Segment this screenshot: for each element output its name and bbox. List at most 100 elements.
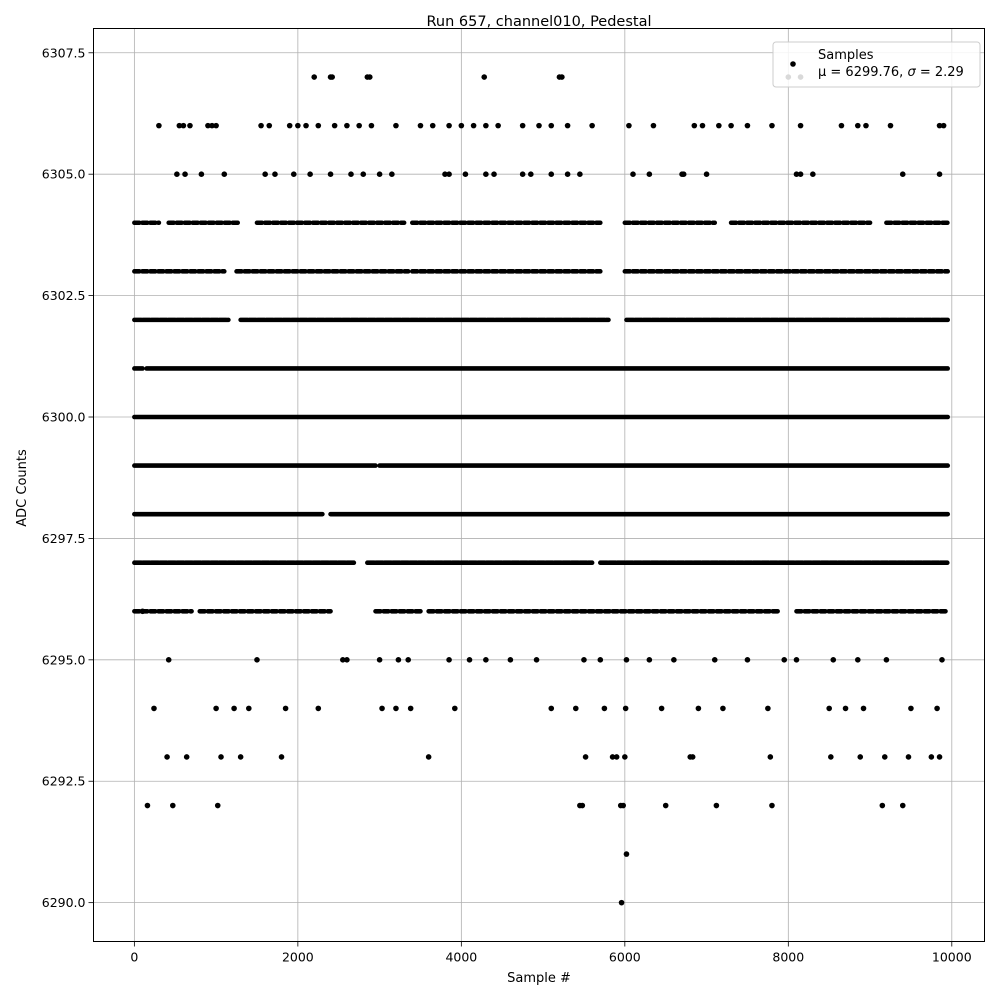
data-point [266, 122, 273, 129]
data-point [713, 802, 720, 809]
data-point [769, 122, 775, 129]
data-point [899, 802, 906, 809]
data-point [646, 657, 653, 663]
data-point [601, 705, 608, 712]
data-point [272, 171, 278, 177]
data-point [860, 705, 867, 712]
data-point [622, 754, 628, 760]
plot-frame [93, 28, 985, 942]
data-point [214, 802, 221, 809]
data-point [744, 657, 751, 663]
data-point [507, 657, 514, 663]
data-point [622, 705, 629, 712]
data-point [908, 705, 914, 712]
data-point [303, 122, 309, 129]
x-tick-label: 6000 [609, 950, 641, 965]
data-point [939, 657, 945, 663]
data-point [879, 802, 886, 809]
data-point [182, 171, 188, 177]
data-point [348, 171, 354, 177]
data-point [340, 657, 346, 663]
data-point [429, 122, 436, 129]
data-point [405, 657, 412, 663]
data-point [548, 705, 555, 712]
data-point [262, 171, 268, 177]
data-point [609, 754, 616, 760]
y-axis-label: ADC Counts [15, 449, 30, 527]
data-point [533, 657, 540, 663]
axis-ticks: 0 2000 4000 6000 8000 10000 6290.0 6292.5 6295.0… [42, 45, 972, 964]
data-point [221, 171, 228, 177]
data-point [620, 802, 626, 809]
data-point [417, 122, 424, 129]
data-point [481, 74, 488, 80]
x-tick-label: 0 [130, 950, 138, 965]
data-point [936, 122, 943, 129]
data-point [164, 754, 170, 760]
data-point [452, 705, 458, 712]
data-point [218, 754, 224, 760]
data-point [899, 171, 906, 177]
data-point [769, 802, 775, 809]
data-point [407, 705, 414, 712]
data-point [626, 122, 632, 129]
legend-marker [790, 61, 796, 67]
data-point [623, 851, 630, 857]
data-point [183, 754, 190, 760]
data-point [213, 705, 219, 712]
data-point [646, 171, 653, 177]
data-point [295, 122, 301, 129]
chart-title: Run 657, channel010, Pedestal [426, 14, 651, 30]
data-point [425, 754, 432, 760]
data-point [934, 705, 940, 712]
data-point [548, 171, 555, 177]
data-point [483, 171, 489, 177]
data-point [376, 171, 383, 177]
x-axis-label: Sample # [507, 971, 571, 986]
data-point [691, 122, 698, 129]
data-point [810, 171, 816, 177]
x-tick-label: 2000 [282, 950, 314, 965]
data-point [940, 122, 947, 129]
data-point [863, 122, 869, 129]
data-point [366, 74, 373, 80]
data-point [139, 608, 146, 615]
data-point [258, 122, 264, 129]
sample-bands [132, 220, 951, 614]
data-point [307, 171, 313, 177]
data-point [613, 754, 620, 760]
data-point [689, 754, 696, 760]
data-point [483, 122, 489, 129]
data-point [582, 754, 589, 760]
data-point [579, 802, 586, 809]
data-point [231, 705, 237, 712]
data-point [577, 171, 583, 177]
data-point [589, 122, 595, 129]
data-point [905, 754, 912, 760]
data-point [519, 171, 526, 177]
data-point [564, 122, 571, 129]
data-point [329, 74, 335, 80]
data-point [536, 122, 542, 129]
data-point [797, 171, 804, 177]
data-point [662, 802, 669, 809]
data-point [356, 122, 362, 129]
data-point [781, 657, 788, 663]
data-point [174, 171, 180, 177]
data-point [881, 754, 888, 760]
legend: Samples μ = 6299.76, σ = 2.29 [772, 41, 981, 88]
data-point [458, 122, 465, 129]
data-point [650, 122, 657, 129]
data-point [767, 754, 774, 760]
data-point [630, 171, 636, 177]
data-point [389, 171, 395, 177]
data-point [597, 657, 604, 663]
data-point [828, 754, 834, 760]
y-tick-label: 6292.5 [42, 774, 86, 789]
data-point [528, 171, 534, 177]
data-point [254, 657, 260, 663]
data-point [169, 802, 176, 809]
y-tick-label: 6300.0 [42, 410, 86, 425]
data-point [198, 171, 205, 177]
